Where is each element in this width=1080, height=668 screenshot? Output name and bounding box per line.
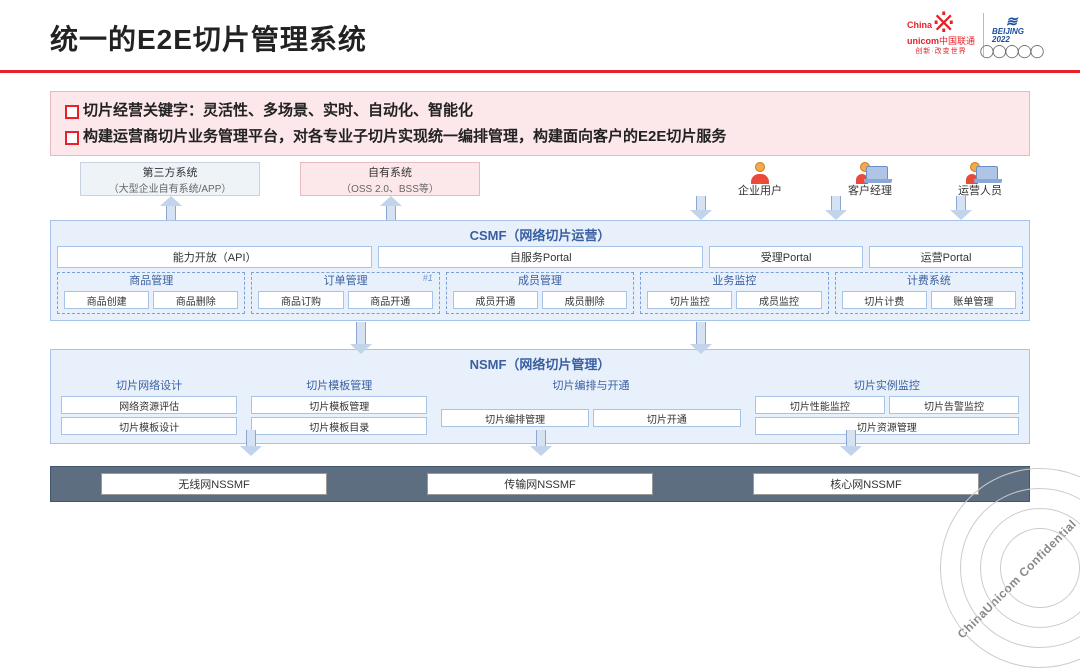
nsmf-group: 切片网络设计网络资源评估切片模板设计 (57, 375, 241, 437)
group-label: 商品管理 (58, 272, 244, 288)
function-box: 网络资源评估 (61, 396, 237, 414)
third-party-system-box: 第三方系统 （大型企业自有系统/APP） (80, 162, 260, 196)
function-box: 切片模板管理 (251, 396, 427, 414)
function-box: 切片性能监控 (755, 396, 885, 414)
function-box: 切片编排管理 (441, 409, 589, 427)
function-box: 商品订购 (258, 291, 343, 309)
header-rule (0, 70, 1080, 73)
logo-area: China unicom中国联通 创新·改变世界 ≋ BEIJING 2022 … (907, 13, 1030, 57)
group-label: 切片网络设计 (61, 377, 237, 393)
hash-annotation: #1 (423, 273, 433, 283)
user-operator: 运营人员 (930, 162, 1030, 206)
arrow-up-icon (380, 196, 402, 220)
function-box: 切片模板设计 (61, 417, 237, 435)
group-label: 计费系统 (836, 272, 1022, 288)
csmf-layer: CSMF（网络切片运营） 能力开放（API） 自服务Portal 受理Portal 运… (50, 220, 1030, 321)
arrow-up-icon (160, 196, 182, 220)
portal-box: 能力开放（API） (57, 246, 372, 268)
function-box: 商品创建 (64, 291, 149, 309)
arrow-down-icon (690, 196, 712, 220)
nsmf-group: 切片模板管理切片模板管理切片模板目录 (247, 375, 431, 437)
group-label: 成员管理 (447, 272, 633, 288)
person-icon (748, 162, 772, 184)
csmf-groups-row: 商品管理商品创建商品删除订单管理#1 商品订购商品开通成员管理成员开通成员删除业务… (57, 272, 1023, 314)
csmf-group: 商品管理商品创建商品删除 (57, 272, 245, 314)
function-box: 商品删除 (153, 291, 238, 309)
header: 统一的E2E切片管理系统 China unicom中国联通 创新·改变世界 ≋ … (0, 0, 1080, 66)
arrow-down-icon (825, 196, 847, 220)
decorative-circles (940, 468, 1080, 668)
function-box: 切片监控 (647, 291, 732, 309)
architecture-diagram: 第三方系统 （大型企业自有系统/APP） 自有系统 （OSS 2.0、BSS等）… (50, 162, 1030, 502)
china-unicom-logo: China unicom中国联通 创新·改变世界 (907, 16, 975, 55)
function-box: 商品开通 (348, 291, 433, 309)
bullet-2: 构建运营商切片业务管理平台，对各专业子切片实现统一编排管理，构建面向客户的E2E… (65, 124, 1015, 150)
arrow-down-icon (690, 322, 712, 354)
function-box: 切片开通 (593, 409, 741, 427)
nsmf-row: 切片性能监控切片告警监控 (755, 396, 1019, 414)
key-points-box: 切片经营关键字：灵活性、多场景、实时、自动化、智能化 构建运营商切片业务管理平台… (50, 91, 1030, 156)
page-title: 统一的E2E切片管理系统 (50, 18, 367, 58)
nssmf-box: 无线网NSSMF (101, 473, 327, 495)
nsmf-group: 切片编排与开通切片编排管理切片开通 (437, 375, 744, 437)
csmf-group: 成员管理成员开通成员删除 (446, 272, 634, 314)
function-box: 账单管理 (931, 291, 1016, 309)
nsmf-row: 切片模板管理 (251, 396, 427, 414)
nsmf-row: 切片资源管理 (755, 417, 1019, 435)
function-box: 切片计费 (842, 291, 927, 309)
group-label: 切片模板管理 (251, 377, 427, 393)
csmf-group: 业务监控切片监控成员监控 (640, 272, 828, 314)
nssmf-layer: 无线网NSSMF传输网NSSMF核心网NSSMF (50, 466, 1030, 502)
group-label: 切片实例监控 (755, 377, 1019, 393)
nsmf-row: 切片模板目录 (251, 417, 427, 435)
bullet-1: 切片经营关键字：灵活性、多场景、实时、自动化、智能化 (65, 98, 1015, 124)
olympic-rings-icon: ◯◯◯◯◯ (980, 44, 1043, 57)
own-system-box: 自有系统 （OSS 2.0、BSS等） (300, 162, 480, 196)
nsmf-group: 切片实例监控切片性能监控切片告警监控切片资源管理 (751, 375, 1023, 437)
function-box: 切片模板目录 (251, 417, 427, 435)
arrow-down-icon (840, 430, 862, 456)
portal-box: 运营Portal (869, 246, 1023, 268)
arrow-down-icon (530, 430, 552, 456)
person-laptop-icon (858, 162, 882, 184)
function-box: 成员删除 (542, 291, 627, 309)
group-label: 切片编排与开通 (441, 377, 740, 393)
portal-box: 自服务Portal (378, 246, 703, 268)
function-box: 成员开通 (453, 291, 538, 309)
csmf-group: 订单管理#1 商品订购商品开通 (251, 272, 439, 314)
csmf-group: 计费系统切片计费账单管理 (835, 272, 1023, 314)
arrow-down-icon (240, 430, 262, 456)
nsmf-groups-row: 切片网络设计网络资源评估切片模板设计切片模板管理切片模板管理切片模板目录切片编排… (57, 375, 1023, 437)
beijing-2022-logo: ≋ BEIJING 2022 ◯◯◯◯◯ (992, 14, 1030, 57)
nsmf-row: 切片编排管理切片开通 (441, 409, 740, 427)
nsmf-title: NSMF（网络切片管理） (57, 354, 1023, 373)
portals-row: 能力开放（API） 自服务Portal 受理Portal 运营Portal (57, 246, 1023, 268)
csmf-title: CSMF（网络切片运营） (57, 225, 1023, 244)
arrow-down-icon (350, 322, 372, 354)
arrow-down-icon (950, 196, 972, 220)
nsmf-row: 网络资源评估 (61, 396, 237, 414)
function-box: 切片告警监控 (889, 396, 1019, 414)
user-enterprise: 企业用户 (710, 162, 810, 206)
nssmf-box: 传输网NSSMF (427, 473, 653, 495)
function-box: 切片资源管理 (755, 417, 1019, 435)
function-box: 成员监控 (736, 291, 821, 309)
person-laptop-icon (968, 162, 992, 184)
group-label: 业务监控 (641, 272, 827, 288)
group-label: 订单管理 (252, 272, 438, 288)
nsmf-row: 切片模板设计 (61, 417, 237, 435)
nssmf-row: 无线网NSSMF传输网NSSMF核心网NSSMF (51, 467, 1029, 501)
portal-box: 受理Portal (709, 246, 863, 268)
